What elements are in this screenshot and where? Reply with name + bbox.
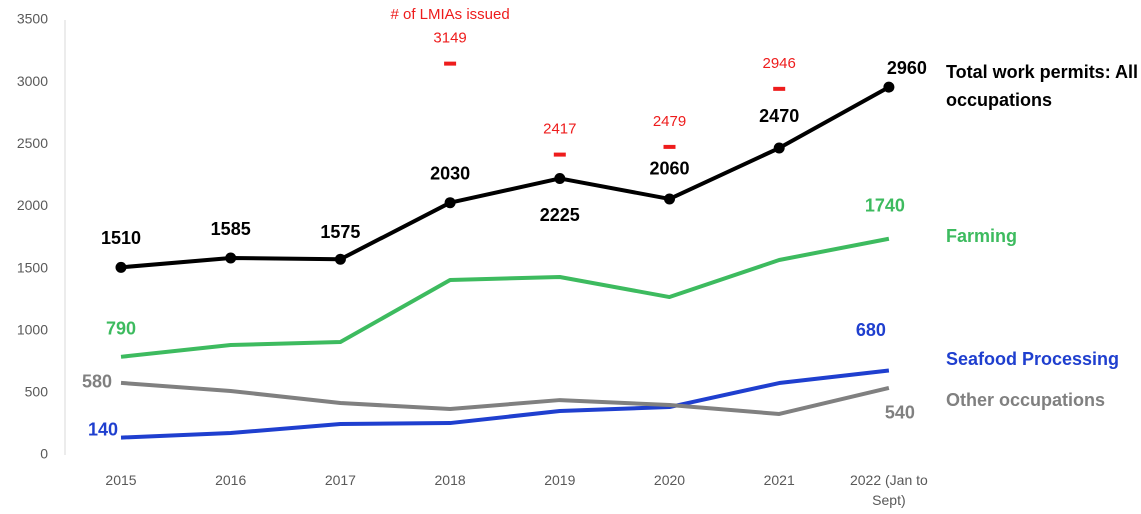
x-tick-label-box: 2016 <box>215 472 247 488</box>
x-tick-label: 2020 <box>653 472 686 488</box>
data-label: 2030 <box>430 163 470 183</box>
y-tick-label: 1500 <box>17 259 48 275</box>
data-label: 140 <box>88 419 118 439</box>
data-label: 1585 <box>211 219 251 239</box>
point-marker <box>664 193 675 205</box>
data-label: 580 <box>82 372 112 392</box>
point-marker <box>115 261 127 273</box>
y-tick-label: 0 <box>40 446 48 462</box>
x-tick-label: 2017 <box>324 472 356 488</box>
lmia-label: 2479 <box>653 113 686 130</box>
legend-label: Seafood Processing <box>946 349 1120 369</box>
legend-label-box: Seafood Processing <box>946 349 1120 369</box>
y-tick-label: 500 <box>25 384 49 400</box>
y-tick-label: 2000 <box>17 197 48 213</box>
y-tick-label: 3500 <box>17 11 48 27</box>
x-tick-label-box: 2019 <box>544 472 576 488</box>
legend-label: Farming <box>946 226 1018 246</box>
lmia-label: 2946 <box>763 55 796 72</box>
legend-label-box: Farming <box>946 226 1018 246</box>
lmia-label: 2417 <box>543 121 576 138</box>
point-marker <box>773 142 785 154</box>
legend-label: Total work permits: All occupations <box>946 62 1139 110</box>
data-label: 1510 <box>101 228 141 248</box>
legend-label: Other occupations <box>946 390 1106 410</box>
series-line <box>120 236 890 359</box>
series-line <box>120 368 890 440</box>
data-label: 540 <box>885 403 915 423</box>
data-label: 1740 <box>865 195 905 215</box>
point-marker <box>334 253 346 265</box>
point-marker <box>225 252 237 264</box>
legend-label-box: Other occupations <box>946 390 1106 410</box>
data-label: 2225 <box>540 205 580 225</box>
lmia-annotation: # of LMIAs issued <box>390 6 509 23</box>
point-marker <box>554 172 566 184</box>
series-line <box>120 380 890 416</box>
x-tick-label: 2015 <box>105 472 137 488</box>
y-tick-label: 3000 <box>17 73 48 89</box>
data-label: 790 <box>106 319 136 339</box>
legend-label-box: Total work permits: All occupations <box>946 62 1139 110</box>
point-marker <box>444 197 456 209</box>
data-label: 2060 <box>649 159 689 179</box>
x-tick-label-box: 2017 <box>324 472 356 488</box>
lmia-label: 3149 <box>433 30 466 47</box>
x-tick-label: 2019 <box>544 472 576 488</box>
x-tick-label: 2022 (Jan to Sept) <box>849 472 928 508</box>
x-tick-label: 2021 <box>763 472 795 488</box>
x-tick-label-box: 2020 <box>653 472 686 488</box>
x-tick-label-box: 2022 (Jan to Sept) <box>849 472 928 508</box>
data-label: 680 <box>856 320 886 340</box>
data-label: 2960 <box>887 58 927 78</box>
x-tick-label-box: 2018 <box>434 472 466 488</box>
series-line <box>120 85 890 270</box>
y-tick-label: 1000 <box>17 321 48 337</box>
x-tick-label: 2018 <box>434 472 466 488</box>
x-tick-label: 2016 <box>215 472 247 488</box>
data-label: 1575 <box>320 222 360 242</box>
point-marker <box>883 81 895 93</box>
data-label: 2470 <box>759 106 799 126</box>
x-tick-label-box: 2021 <box>763 472 795 488</box>
y-tick-label: 2500 <box>17 135 48 151</box>
x-tick-label-box: 2015 <box>105 472 137 488</box>
